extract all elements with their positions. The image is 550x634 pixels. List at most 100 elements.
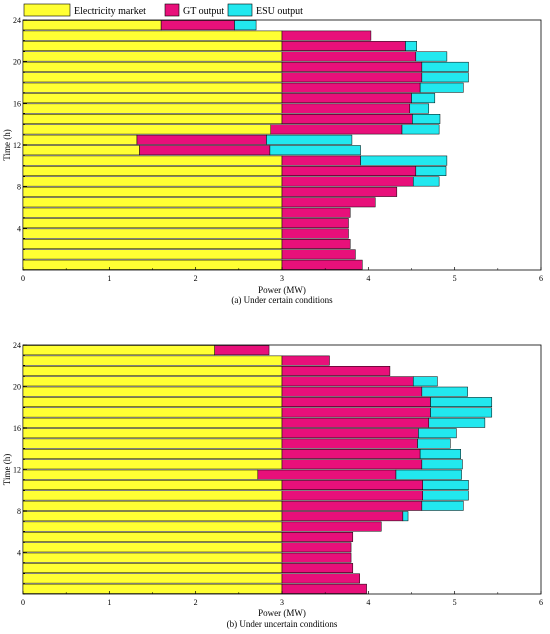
bar-esu-output-h19 bbox=[430, 397, 493, 407]
bar-gt-output-h15 bbox=[281, 438, 418, 449]
y-tick-label: 16 bbox=[13, 424, 21, 433]
bar-esu-output-h12 bbox=[395, 469, 462, 480]
bar-gt-output-h18 bbox=[281, 82, 421, 93]
y-tick-label: 20 bbox=[13, 58, 21, 67]
bar-gt-output-h24 bbox=[160, 20, 235, 31]
bar-esu-output-h8 bbox=[402, 511, 409, 522]
y-tick-label: 16 bbox=[13, 99, 21, 108]
bar-electricity-market-h17 bbox=[22, 93, 283, 104]
legend-swatch-gt-output bbox=[164, 3, 180, 17]
bar-electricity-market-h11 bbox=[22, 155, 283, 166]
bar-electricity-market-h12 bbox=[22, 469, 259, 480]
bar-gt-output-h12 bbox=[257, 469, 397, 480]
bar-gt-output-h21 bbox=[281, 51, 417, 62]
y-tick-label: 8 bbox=[17, 183, 21, 192]
bar-esu-output-h20 bbox=[421, 386, 468, 397]
bar-esu-output-h21 bbox=[412, 376, 438, 387]
legend-label-electricity-market: Electricity market bbox=[74, 6, 146, 17]
x-tick-label: 3 bbox=[280, 598, 284, 607]
bar-gt-output-h22 bbox=[281, 366, 391, 376]
bar-electricity-market-h15 bbox=[22, 438, 283, 449]
bar-electricity-market-h8 bbox=[22, 186, 283, 197]
legend-swatch-electricity-market bbox=[23, 3, 71, 17]
bar-electricity-market-h9 bbox=[22, 500, 283, 511]
bar-gt-output-h17 bbox=[281, 417, 430, 428]
bar-esu-output-h12 bbox=[269, 145, 361, 156]
bar-gt-output-h3 bbox=[281, 563, 354, 573]
x-tick-label: 4 bbox=[366, 598, 370, 607]
bar-esu-output-h9 bbox=[412, 176, 440, 187]
bar-esu-output-h19 bbox=[421, 72, 469, 83]
bar-electricity-market-h13 bbox=[22, 459, 283, 470]
bar-electricity-market-h13 bbox=[22, 134, 138, 145]
bar-gt-output-h3 bbox=[281, 239, 351, 249]
bar-gt-output-h4 bbox=[281, 228, 349, 239]
y-axis-label: Time (h) bbox=[2, 454, 12, 485]
bar-gt-output-h24 bbox=[214, 345, 270, 356]
x-tick-label: 1 bbox=[107, 274, 111, 283]
bar-esu-output-h20 bbox=[421, 61, 469, 72]
bar-gt-output-h16 bbox=[281, 103, 411, 114]
bar-esu-output-h14 bbox=[419, 449, 461, 459]
bar-electricity-market-h2 bbox=[22, 249, 283, 260]
bar-gt-output-h1 bbox=[281, 583, 367, 594]
bar-gt-output-h10 bbox=[281, 490, 423, 501]
bar-gt-output-h22 bbox=[281, 41, 406, 51]
bar-gt-output-h14 bbox=[281, 449, 421, 459]
x-axis-label: Power (MW) bbox=[258, 285, 306, 295]
x-tick-label: 3 bbox=[280, 274, 284, 283]
bar-electricity-market-h9 bbox=[22, 176, 283, 187]
bar-esu-output-h15 bbox=[412, 114, 441, 124]
bar-electricity-market-h24 bbox=[22, 345, 215, 356]
bar-electricity-market-h23 bbox=[22, 30, 283, 41]
x-tick-label: 0 bbox=[21, 274, 25, 283]
bar-esu-output-h17 bbox=[411, 93, 436, 104]
bar-esu-output-h11 bbox=[422, 480, 469, 490]
bar-electricity-market-h12 bbox=[22, 145, 140, 156]
y-axis-label: Time (h) bbox=[2, 129, 12, 160]
legend-label-esu-output: ESU output bbox=[256, 6, 303, 17]
bar-esu-output-h24 bbox=[234, 20, 257, 31]
bar-esu-output-h10 bbox=[422, 490, 469, 501]
bar-electricity-market-h4 bbox=[22, 228, 283, 239]
bar-gt-output-h7 bbox=[281, 521, 382, 532]
bar-gt-output-h21 bbox=[281, 376, 414, 387]
bar-esu-output-h18 bbox=[430, 407, 493, 418]
bar-gt-output-h17 bbox=[281, 93, 412, 104]
bar-electricity-market-h14 bbox=[22, 449, 283, 459]
bar-gt-output-h9 bbox=[281, 176, 414, 187]
bar-gt-output-h16 bbox=[281, 428, 419, 439]
legend-swatch-esu-output bbox=[227, 3, 253, 17]
bar-gt-output-h7 bbox=[281, 197, 376, 208]
x-tick-label: 4 bbox=[366, 274, 370, 283]
legend-label-gt-output: GT output bbox=[183, 6, 224, 17]
y-tick-label: 8 bbox=[17, 507, 21, 516]
bar-gt-output-h11 bbox=[281, 155, 361, 166]
bar-electricity-market-h8 bbox=[22, 511, 283, 522]
bar-gt-output-h5 bbox=[281, 542, 352, 553]
bar-electricity-market-h3 bbox=[22, 239, 283, 249]
bar-gt-output-h8 bbox=[281, 186, 398, 197]
bar-esu-output-h17 bbox=[428, 417, 486, 428]
bar-electricity-market-h16 bbox=[22, 103, 283, 114]
bar-gt-output-h2 bbox=[281, 249, 356, 260]
bar-esu-output-h10 bbox=[415, 166, 447, 176]
bar-electricity-market-h4 bbox=[22, 552, 283, 563]
bar-esu-output-h22 bbox=[405, 41, 417, 51]
bar-gt-output-h23 bbox=[281, 30, 372, 41]
y-tick-label: 12 bbox=[13, 466, 21, 475]
bar-electricity-market-h15 bbox=[22, 114, 283, 124]
bar-electricity-market-h19 bbox=[22, 72, 283, 83]
bar-gt-output-h20 bbox=[281, 386, 423, 397]
y-tick-label: 24 bbox=[13, 341, 21, 350]
bar-electricity-market-h20 bbox=[22, 61, 283, 72]
bar-esu-output-h15 bbox=[417, 438, 451, 449]
bar-electricity-market-h2 bbox=[22, 573, 283, 584]
bar-electricity-market-h21 bbox=[22, 51, 283, 62]
bar-electricity-market-h7 bbox=[22, 197, 283, 208]
bar-esu-output-h21 bbox=[415, 51, 448, 62]
y-tick-label: 20 bbox=[13, 383, 21, 392]
